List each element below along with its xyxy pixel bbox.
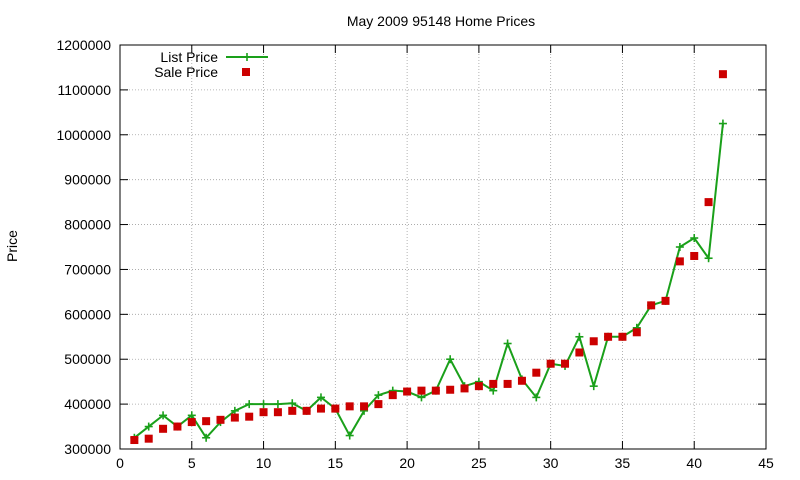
x-tick-label: 15 [328, 455, 344, 471]
x-tick-label: 35 [615, 455, 631, 471]
sale-price-point [331, 404, 340, 413]
legend-marker-sale-price [242, 68, 250, 76]
list-price-point [259, 400, 268, 409]
sale-price-point [259, 408, 268, 417]
y-tick-label: 700000 [64, 261, 111, 277]
list-price-point [202, 433, 211, 442]
sale-price-point [130, 436, 139, 445]
list-price-point [245, 400, 254, 409]
list-price-point [575, 332, 584, 341]
list-price-line [133, 123, 724, 440]
sale-price-point [517, 376, 526, 385]
sale-price-point [202, 417, 211, 426]
grid [120, 45, 766, 449]
sale-price-point [604, 332, 613, 341]
sale-price-point [532, 368, 541, 377]
list-price-point [288, 399, 297, 408]
sale-price-point [589, 337, 598, 346]
sale-price-point [345, 402, 354, 411]
sale-price-point [216, 415, 225, 424]
sale-price-point [474, 382, 483, 391]
sale-price-point [446, 385, 455, 394]
sale-price-point [647, 301, 656, 310]
list-price-point [589, 382, 598, 391]
sale-price-point [245, 412, 254, 421]
chart-title: May 2009 95148 Home Prices [347, 13, 535, 29]
sale-price-point [288, 406, 297, 415]
sale-price-point [661, 296, 670, 305]
sale-price-point [173, 422, 182, 431]
x-tick-label: 30 [543, 455, 559, 471]
x-tick-label: 0 [116, 455, 124, 471]
list-price-point [345, 431, 354, 440]
sale-price-point [489, 379, 498, 388]
tick-labels: 0 5 10 15 20 25 30 35 40 45 300000 400000 500000 6000… [56, 37, 774, 471]
x-tick-label: 25 [471, 455, 487, 471]
y-tick-label: 900000 [64, 172, 111, 188]
y-tick-label: 400000 [64, 396, 111, 412]
legend-label-list-price: List Price [160, 49, 218, 65]
sale-price-point [360, 402, 369, 411]
y-tick-label: 500000 [64, 351, 111, 367]
list-price-point [159, 411, 168, 420]
x-tick-label: 45 [758, 455, 774, 471]
y-tick-label: 1200000 [56, 37, 111, 53]
x-tick-label: 20 [399, 455, 415, 471]
list-price-point [718, 119, 727, 128]
list-price-point [374, 391, 383, 400]
list-price-point [446, 355, 455, 364]
sale-price-point [546, 359, 555, 368]
list-price-point [690, 234, 699, 243]
legend-label-sale-price: Sale Price [154, 64, 218, 80]
sale-price-point [316, 404, 325, 413]
sale-price-point [431, 386, 440, 395]
sale-price-point [460, 384, 469, 393]
sale-price-point [230, 413, 239, 422]
y-tick-label: 1100000 [58, 82, 112, 98]
list-price-point [187, 411, 196, 420]
sale-price-point [187, 418, 196, 427]
sale-price-point [704, 198, 713, 207]
legend-marker-list-price [243, 53, 251, 61]
y-tick-label: 800000 [64, 217, 111, 233]
axes [119, 44, 767, 450]
sale-price-point [273, 408, 282, 417]
series [130, 70, 727, 445]
sale-price-point [718, 70, 727, 79]
sale-price-point [575, 348, 584, 357]
list-price-point [230, 406, 239, 415]
list-price-point [503, 339, 512, 348]
sale-price-point [675, 257, 684, 266]
sale-price-point [388, 391, 397, 400]
plot-border [119, 44, 767, 450]
sale-price-point [374, 400, 383, 409]
sale-price-point [690, 251, 699, 260]
sale-price-point [144, 434, 153, 443]
list-price-point [675, 243, 684, 251]
sale-price-point [632, 328, 641, 337]
sale-price-point [503, 379, 512, 388]
list-price-point [273, 400, 282, 409]
list-price-point [316, 393, 325, 402]
list-price-point [532, 393, 541, 402]
y-tick-label: 600000 [64, 306, 111, 322]
sale-price-point [159, 424, 168, 433]
sale-price-point [618, 332, 627, 341]
y-tick-label: 1000000 [56, 127, 111, 143]
sale-price-point [561, 359, 570, 368]
sale-price-point [403, 387, 412, 396]
list-price-point [489, 386, 498, 395]
y-tick-label: 300000 [64, 441, 111, 457]
sale-price-point [417, 386, 426, 395]
x-tick-label: 5 [188, 455, 196, 471]
y-axis-label: Price [4, 230, 20, 262]
sale-price-point [302, 406, 311, 415]
list-price-point [704, 254, 713, 263]
x-tick-label: 10 [256, 455, 272, 471]
list-price-point [144, 422, 153, 431]
x-tick-label: 40 [686, 455, 702, 471]
list-price-point [417, 393, 426, 402]
